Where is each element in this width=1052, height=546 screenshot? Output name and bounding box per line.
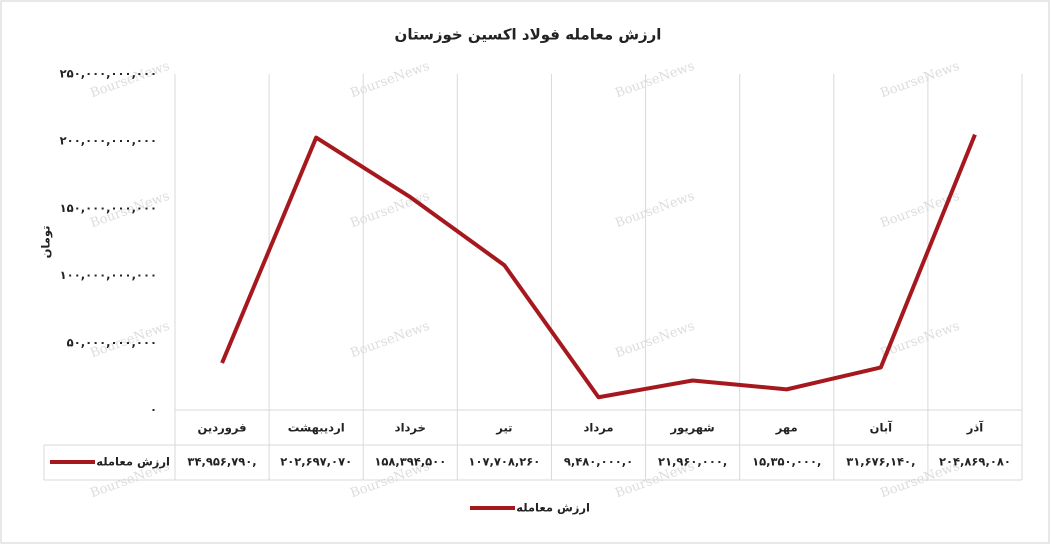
x-tick-label: مرداد bbox=[583, 421, 613, 435]
y-tick-label: ۵۰,۰۰۰,۰۰۰,۰۰۰ bbox=[67, 335, 157, 349]
value-label: ۱۵۸,۳۹۴,۵۰۰ bbox=[374, 455, 446, 469]
value-label: ۱۰۷,۷۰۸,۲۶۰ bbox=[468, 455, 540, 469]
y-tick-label: ۲۵۰,۰۰۰,۰۰۰,۰۰۰ bbox=[60, 67, 157, 81]
y-tick-label: ۲۰۰,۰۰۰,۰۰۰,۰۰۰ bbox=[60, 134, 157, 148]
x-tick-label: تیر bbox=[495, 421, 512, 435]
value-label: ۲۰۴,۸۶۹,۰۸۰ bbox=[939, 455, 1011, 469]
data-line bbox=[220, 133, 977, 400]
chart-title: ارزش معامله فولاد اکسین خوزستان bbox=[395, 26, 662, 44]
value-label: ۹,۴۸۰,۰۰۰,۰ bbox=[564, 455, 633, 469]
x-tick-label: اردیبهشت bbox=[288, 421, 345, 435]
legend-label: ارزش معامله bbox=[516, 501, 590, 515]
x-tick-label: آبان bbox=[870, 421, 893, 435]
value-label: ۲۱,۹۶۰,۰۰۰, bbox=[658, 455, 727, 469]
x-tick-label: آذر bbox=[966, 421, 985, 435]
x-tick-label: فروردین bbox=[198, 421, 247, 436]
table-series-name: ارزش معامله bbox=[96, 455, 170, 469]
x-tick-label: مهر bbox=[775, 421, 798, 435]
y-tick-label: ۱۵۰,۰۰۰,۰۰۰,۰۰۰ bbox=[60, 201, 157, 215]
y-tick-label: ۱۰۰,۰۰۰,۰۰۰,۰۰۰ bbox=[60, 268, 157, 282]
value-label: ۳۱,۶۷۶,۱۴۰, bbox=[846, 455, 915, 469]
y-axis-label: تومان bbox=[39, 226, 54, 259]
value-label: ۱۵,۳۵۰,۰۰۰, bbox=[752, 455, 821, 469]
x-tick-label: خرداد bbox=[395, 421, 426, 435]
value-label: ۲۰۲,۶۹۷,۰۷۰ bbox=[280, 455, 352, 469]
value-label: ۳۴,۹۵۶,۷۹۰, bbox=[187, 455, 256, 469]
x-tick-label: شهریور bbox=[670, 421, 715, 436]
y-tick-label: ۰ bbox=[150, 403, 157, 417]
